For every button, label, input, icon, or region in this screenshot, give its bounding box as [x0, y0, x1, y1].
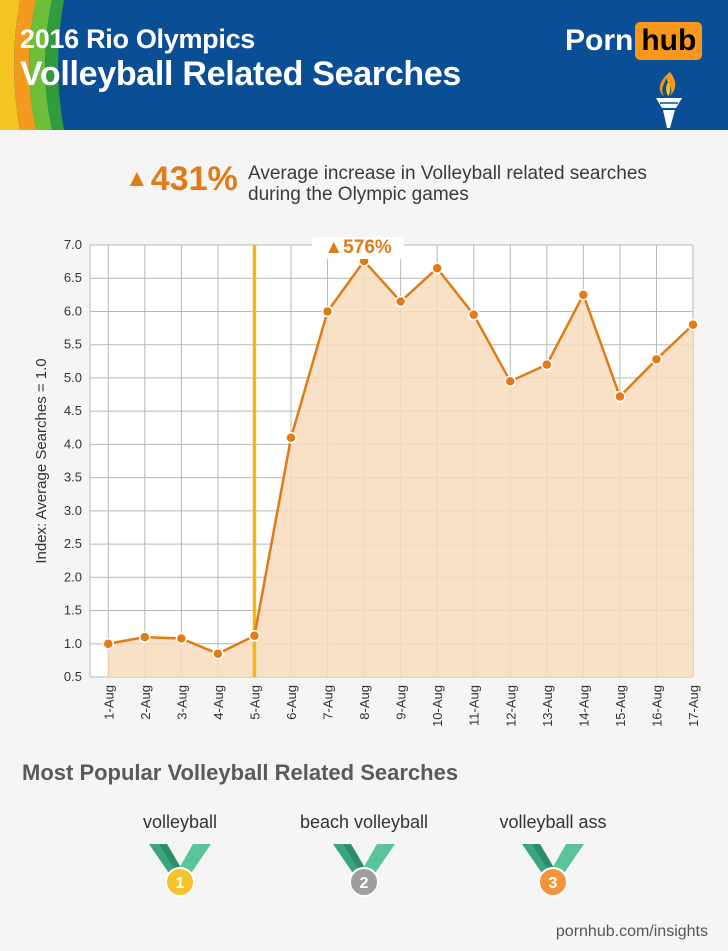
x-tick-label: 14-Aug: [576, 685, 591, 727]
line-chart: 0.5 1.0 1.5 2.0 2.5 3.0 3.5 4.0 4.5 5.0 5.5 6.0 6.5 7…: [33, 237, 701, 727]
olympic-torch-icon: [656, 72, 682, 128]
header-subtitle: 2016 Rio Olympics: [20, 24, 256, 54]
footer-link[interactable]: pornhub.com/insights: [555, 923, 708, 940]
stat-description: Average increase in Volleyball related s…: [248, 163, 647, 205]
logo-text-porn: Porn: [565, 24, 634, 57]
popular-search-item: beach volleyball 2: [264, 812, 464, 902]
y-tick-label: 4.5: [64, 403, 82, 418]
data-point: [467, 309, 480, 321]
medal-rank-text: 2: [360, 875, 369, 892]
medal-icon: 3: [522, 844, 584, 897]
header-banner: 2016 Rio Olympics Volleyball Related Sea…: [0, 0, 728, 130]
popular-search-label: beach volleyball: [299, 812, 429, 832]
x-tick-label: 8-Aug: [357, 685, 372, 720]
y-tick-label: 4.0: [64, 436, 82, 451]
data-point: [577, 289, 590, 301]
x-tick-label: 5-Aug: [247, 685, 262, 720]
y-tick-label: 5.0: [64, 370, 82, 385]
header-title: Volleyball Related Searches: [20, 55, 462, 93]
y-tick-label: 3.5: [64, 470, 82, 485]
data-point: [175, 632, 188, 645]
medal-rank-text: 1: [176, 875, 185, 892]
y-tick-label: 7.0: [64, 237, 82, 252]
stat-value-text: 431%: [150, 160, 238, 198]
data-point: [212, 647, 224, 660]
data-point: [614, 390, 626, 403]
y-tick-label: 6.5: [64, 270, 82, 285]
medal-icon: 1: [149, 844, 211, 897]
logo-text-hub: hub: [635, 22, 703, 60]
x-tick-label: 10-Aug: [430, 685, 445, 727]
data-point: [504, 375, 517, 387]
pornhub-logo: Porn hub: [565, 22, 703, 62]
data-point: [687, 319, 699, 331]
medal-icon: 2: [333, 844, 395, 897]
y-axis-tick-labels: 0.5 1.0 1.5 2.0 2.5 3.0 3.5 4.0 4.5 5.0 5.5 6.0 6.5 7…: [64, 237, 82, 684]
peak-annotation-text: ▲576%: [324, 237, 392, 258]
y-tick-label: 3.0: [64, 503, 82, 518]
y-axis-label: Index: Average Searches = 1.0: [33, 358, 50, 563]
data-point: [139, 631, 151, 643]
x-tick-label: 3-Aug: [174, 685, 189, 720]
medal-rank-text: 3: [549, 875, 558, 892]
olympic-stripes-decoration: [0, 0, 64, 130]
stat-value: ▲431%: [125, 160, 238, 199]
popular-search-item: volleyball 1: [80, 812, 280, 902]
x-tick-label: 1-Aug: [101, 685, 116, 720]
data-point: [102, 638, 115, 650]
peak-annotation: ▲576%: [312, 237, 405, 259]
x-tick-label: 2-Aug: [138, 685, 153, 720]
y-tick-label: 2.5: [64, 536, 82, 551]
y-tick-label: 1.5: [64, 603, 82, 618]
data-point: [321, 305, 334, 318]
x-tick-label: 4-Aug: [211, 685, 226, 720]
x-axis-tick-labels: 1-Aug 2-Aug 3-Aug 4-Aug 5-Aug 6-Aug 7-Aug 8-Aug…: [101, 685, 701, 727]
data-point: [248, 630, 261, 642]
y-tick-label: 1.0: [64, 636, 82, 651]
x-tick-label: 11-Aug: [467, 685, 482, 726]
x-tick-label: 9-Aug: [394, 685, 409, 720]
x-tick-label: 16-Aug: [649, 685, 664, 727]
data-point: [394, 295, 407, 308]
data-point: [285, 431, 297, 444]
data-point: [650, 353, 663, 366]
popular-search-item: volleyball ass 3: [453, 812, 653, 902]
y-tick-label: 2.0: [64, 569, 82, 584]
x-tick-label: 13-Aug: [540, 685, 555, 727]
x-tick-label: 7-Aug: [321, 685, 336, 720]
y-tick-label: 0.5: [64, 669, 82, 684]
x-tick-label: 12-Aug: [503, 685, 518, 727]
up-triangle-icon: ▲: [125, 165, 149, 192]
x-tick-label: 6-Aug: [284, 685, 299, 720]
x-tick-label: 17-Aug: [686, 685, 701, 727]
data-point: [431, 262, 443, 275]
y-tick-label: 5.5: [64, 337, 82, 352]
x-tick-label: 15-Aug: [613, 685, 628, 727]
popular-search-label: volleyball ass: [499, 812, 607, 832]
popular-searches-title: Most Popular Volleyball Related Searches: [22, 760, 459, 785]
y-tick-label: 6.0: [64, 303, 82, 318]
data-point: [541, 358, 553, 371]
peak-annotation-background: [312, 237, 405, 259]
popular-search-label: volleyball: [142, 812, 218, 832]
